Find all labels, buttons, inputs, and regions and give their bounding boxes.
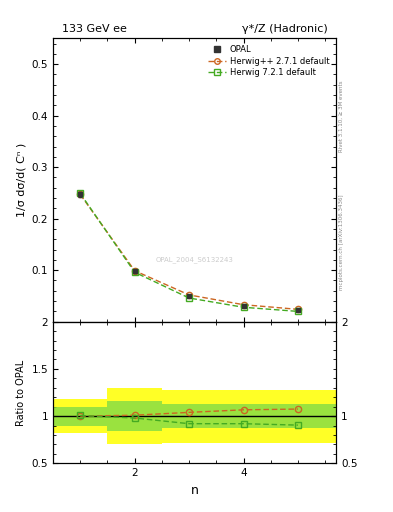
Y-axis label: 1/σ dσ/d( Cⁿ ): 1/σ dσ/d( Cⁿ ) — [16, 143, 26, 217]
Text: mcplots.cern.ch [arXiv:1306.3436]: mcplots.cern.ch [arXiv:1306.3436] — [339, 194, 344, 290]
Text: Rivet 3.1.10, ≥ 3M events: Rivet 3.1.10, ≥ 3M events — [339, 81, 344, 153]
Text: OPAL_2004_S6132243: OPAL_2004_S6132243 — [156, 256, 233, 263]
Text: 133 GeV ee: 133 GeV ee — [62, 24, 127, 34]
X-axis label: n: n — [191, 484, 198, 497]
Y-axis label: Ratio to OPAL: Ratio to OPAL — [16, 359, 26, 425]
Text: γ*/Z (Hadronic): γ*/Z (Hadronic) — [242, 24, 327, 34]
Legend: OPAL, Herwig++ 2.7.1 default, Herwig 7.2.1 default: OPAL, Herwig++ 2.7.1 default, Herwig 7.2… — [206, 42, 332, 79]
